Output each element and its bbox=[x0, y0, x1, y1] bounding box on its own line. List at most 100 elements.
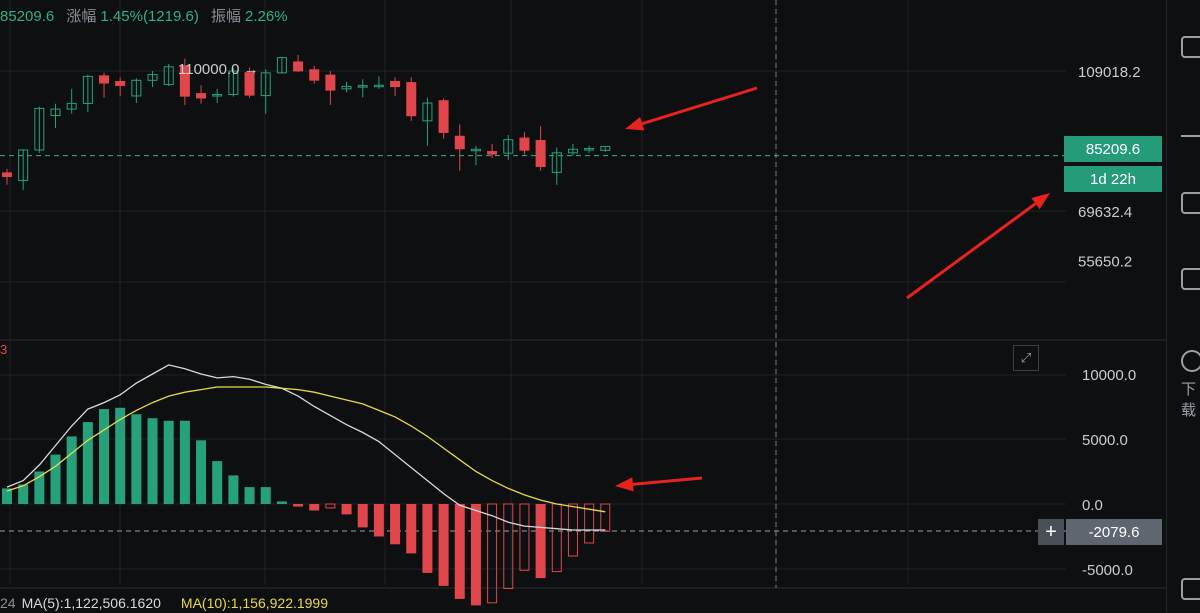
candle-body-up bbox=[18, 149, 29, 182]
macd-histogram-bar bbox=[535, 504, 546, 579]
macd-histogram-bar bbox=[600, 503, 611, 532]
macd-histogram-bar bbox=[131, 414, 142, 504]
macd-value-tag: -2079.6 bbox=[1066, 519, 1162, 545]
download-icon[interactable] bbox=[1181, 350, 1200, 372]
candle-body-down bbox=[179, 65, 190, 97]
add-crosshair-button[interactable]: + bbox=[1038, 519, 1064, 545]
candle-body-up bbox=[147, 74, 158, 81]
macd-histogram-bar bbox=[519, 503, 530, 571]
macd-histogram-bar bbox=[293, 504, 304, 507]
macd-histogram-bar bbox=[422, 504, 433, 573]
candle-body-up bbox=[551, 152, 562, 173]
candle-body-up bbox=[260, 72, 271, 97]
annotation-arrow-head bbox=[615, 477, 634, 492]
candle-body-down bbox=[535, 140, 546, 168]
ma-legend-prefix: 24 bbox=[0, 595, 16, 611]
candle-body-up bbox=[503, 139, 514, 154]
macd-histogram-bar bbox=[309, 504, 320, 511]
macd-histogram-bar bbox=[584, 503, 595, 544]
macd-histogram-bar bbox=[487, 503, 498, 604]
candle-body-up bbox=[50, 108, 61, 116]
candle-body-up bbox=[276, 57, 287, 74]
macd-histogram-bar bbox=[244, 487, 255, 504]
macd-histogram-bar bbox=[147, 418, 158, 504]
macd-histogram-bar bbox=[82, 422, 93, 504]
candle-body-down bbox=[325, 74, 336, 91]
candle-body-up bbox=[567, 148, 578, 154]
macd-axis-tick: 10000.0 bbox=[1082, 367, 1136, 384]
ma10-legend: MA(10):1,156,922.1999 bbox=[180, 595, 329, 611]
candle-body-up bbox=[212, 94, 223, 97]
macd-histogram-bar bbox=[196, 440, 207, 504]
right-toolbar: 下载 bbox=[1166, 0, 1200, 613]
candle-body-down bbox=[244, 72, 255, 96]
change-label: 涨幅 bbox=[66, 8, 97, 25]
candle-body-down bbox=[99, 75, 110, 84]
annotation-arrow-head bbox=[1031, 193, 1050, 210]
macd-histogram-bar bbox=[325, 503, 336, 509]
trend-icon[interactable] bbox=[1181, 115, 1200, 137]
high-annotation-label: 110000.0 → bbox=[178, 61, 259, 78]
macd-histogram-bar bbox=[115, 407, 126, 504]
annotation-arrow-shaft bbox=[632, 476, 703, 486]
macd-histogram-bar bbox=[66, 436, 77, 504]
candle-countdown-tag: 1d 22h bbox=[1064, 166, 1162, 192]
macd-histogram-bar bbox=[179, 420, 190, 504]
ticker-header: 85209.6 涨幅 1.45%(1219.6) 振幅 2.26% bbox=[0, 5, 296, 26]
candle-body-up bbox=[34, 107, 45, 151]
last-price: 85209.6 bbox=[0, 8, 55, 25]
candle-body-down bbox=[438, 100, 449, 133]
candle-body-up bbox=[357, 85, 368, 88]
annotation-arrow-shaft bbox=[906, 202, 1037, 300]
macd-histogram-bar bbox=[212, 461, 223, 504]
price-axis-tick: 69632.4 bbox=[1078, 204, 1132, 221]
candle-body-down bbox=[196, 93, 207, 99]
macd-histogram-bar bbox=[2, 488, 12, 504]
price-axis-tick: 109018.2 bbox=[1078, 64, 1141, 81]
grid-icon[interactable] bbox=[1181, 578, 1200, 600]
candle-body-down bbox=[406, 82, 417, 117]
macd-axis-tick: -5000.0 bbox=[1082, 562, 1133, 579]
expand-icon[interactable]: ⤢ bbox=[1013, 345, 1039, 371]
macd-histogram-bar bbox=[406, 504, 417, 554]
annotation-arrow-head bbox=[625, 116, 645, 131]
amplitude-label: 振幅 bbox=[211, 8, 242, 25]
macd-histogram-bar bbox=[260, 487, 271, 504]
change-value: 1.45%(1219.6) bbox=[100, 8, 199, 25]
indicator-mark: 3 bbox=[0, 342, 8, 357]
macd-histogram-bar bbox=[276, 501, 287, 504]
download-label[interactable]: 下载 bbox=[1181, 381, 1197, 419]
dollar-doc-icon[interactable] bbox=[1181, 36, 1200, 58]
macd-axis-tick: 0.0 bbox=[1082, 497, 1103, 514]
macd-histogram-bar bbox=[503, 503, 514, 589]
macd-histogram-bar bbox=[438, 504, 449, 586]
price-axis-tick: 55650.2 bbox=[1078, 254, 1132, 271]
ma-legend: 24 MA(5):1,122,506.1620 MA(10):1,156,922.1… bbox=[0, 595, 328, 611]
dea-line bbox=[6, 386, 606, 513]
macd-histogram-bar bbox=[99, 409, 110, 504]
annotation-arrow bbox=[906, 193, 1050, 300]
annotation-arrow-shaft bbox=[641, 86, 758, 126]
candle-body-up bbox=[163, 66, 174, 86]
macd-histogram-bar bbox=[357, 504, 368, 528]
candle-body-up bbox=[66, 102, 77, 110]
macd-histogram-bar bbox=[18, 484, 29, 504]
candle-body-down bbox=[390, 81, 401, 88]
current-price-tag: 85209.6 bbox=[1064, 136, 1162, 162]
etf-icon[interactable] bbox=[1181, 268, 1200, 290]
macd-histogram-bar bbox=[228, 475, 239, 504]
macd-histogram-bar bbox=[454, 504, 465, 599]
candle-body-up bbox=[422, 102, 433, 122]
macd-histogram-bar bbox=[551, 503, 562, 573]
annotation-arrow bbox=[615, 476, 703, 492]
monitor-icon[interactable] bbox=[1181, 192, 1200, 214]
macd-axis-tick: 5000.0 bbox=[1082, 432, 1128, 449]
candle-body-up bbox=[600, 145, 611, 151]
macd-histogram-bar bbox=[470, 504, 481, 606]
candle-body-down bbox=[309, 69, 320, 81]
ma5-legend: MA(5):1,122,506.1620 bbox=[21, 595, 161, 611]
candle-body-down bbox=[487, 151, 498, 155]
candle-body-up bbox=[82, 75, 93, 104]
